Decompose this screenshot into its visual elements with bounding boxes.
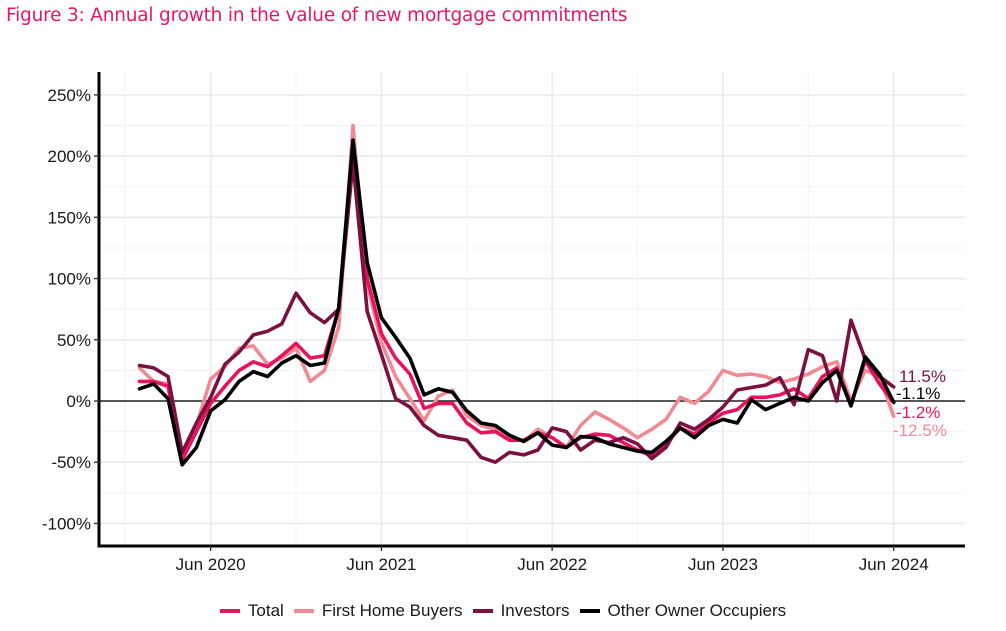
end-label-total: -1.2% xyxy=(896,403,940,422)
legend-label-total: Total xyxy=(247,601,284,620)
line-chart: -100%-50%0%50%100%150%200%250% Jun 2020 J… xyxy=(42,72,965,574)
end-labels: 11.5%-1.1%-1.2%-12.5% xyxy=(893,367,947,440)
y-tick-label: -50% xyxy=(51,453,91,472)
x-tick-label: Jun 2021 xyxy=(346,555,416,574)
y-tick-label: 0% xyxy=(66,392,91,411)
series-line-other-owner-occupiers xyxy=(137,138,896,467)
y-tick-label: 200% xyxy=(48,147,91,166)
series-line-total xyxy=(137,148,896,462)
axes xyxy=(97,72,965,548)
series-lines xyxy=(137,123,896,467)
legend-item-investors: Investors xyxy=(472,601,570,621)
legend: Total First Home Buyers Investors Other … xyxy=(0,601,1006,621)
series-line-first-home-buyers xyxy=(137,123,896,457)
legend-item-first-home-buyers: First Home Buyers xyxy=(293,601,463,621)
legend-swatch-first-home-buyers xyxy=(293,609,314,613)
end-label-investors: 11.5% xyxy=(899,367,946,386)
legend-swatch-other-owner-occupiers xyxy=(579,609,600,613)
y-tick-label: 100% xyxy=(48,270,91,289)
y-tick-label: 50% xyxy=(57,331,91,350)
legend-swatch-investors xyxy=(472,609,493,613)
end-label-first-home-buyers: -12.5% xyxy=(893,421,947,440)
grid-lines xyxy=(99,72,965,546)
legend-item-other-owner-occupiers: Other Owner Occupiers xyxy=(579,601,787,621)
y-tick-labels: -100% -50% 0% 50% 100% 150% 200% 250% xyxy=(42,86,99,533)
x-tick-label: Jun 2023 xyxy=(688,555,758,574)
legend-swatch-total xyxy=(219,609,240,613)
figure-title: Figure 3: Annual growth in the value of … xyxy=(6,5,628,26)
x-tick-label: Jun 2024 xyxy=(859,555,929,574)
x-tick-label: Jun 2022 xyxy=(517,555,587,574)
legend-label-investors: Investors xyxy=(500,601,570,620)
series-line-investors xyxy=(137,160,896,465)
end-label-other-owner-occupiers: -1.1% xyxy=(896,384,940,403)
x-tick-label: Jun 2020 xyxy=(176,555,246,574)
legend-label-other-owner-occupiers: Other Owner Occupiers xyxy=(607,601,787,620)
legend-item-total: Total xyxy=(219,601,284,621)
y-tick-label: -100% xyxy=(42,514,91,533)
y-tick-label: 250% xyxy=(48,86,91,105)
legend-label-first-home-buyers: First Home Buyers xyxy=(321,601,463,620)
x-tick-labels: Jun 2020 Jun 2021 Jun 2022 Jun 2023 Jun 2024 xyxy=(176,546,929,574)
y-tick-label: 150% xyxy=(48,208,91,227)
